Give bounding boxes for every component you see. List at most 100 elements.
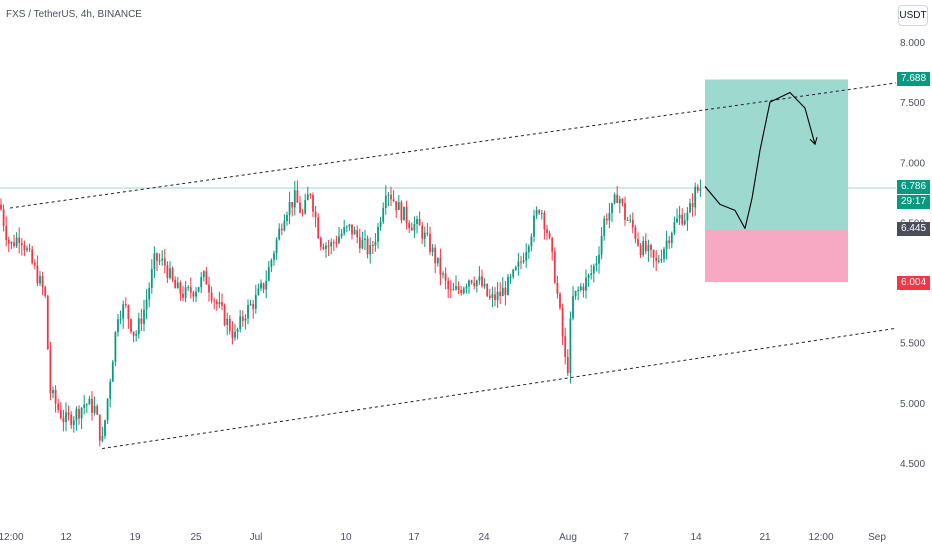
- candle-body: [153, 253, 156, 270]
- candle-body: [270, 260, 273, 267]
- candle-body: [647, 244, 650, 252]
- candle: [345, 225, 348, 233]
- candle-body: [691, 203, 694, 208]
- candle-body: [447, 280, 450, 290]
- y-tick-label: 8.000: [900, 38, 925, 49]
- candle-body: [452, 289, 455, 291]
- candle-body: [694, 186, 697, 208]
- candle: [535, 206, 538, 219]
- candle: [202, 270, 205, 282]
- candle-body: [140, 318, 143, 324]
- candle: [208, 276, 210, 302]
- candle-body: [132, 331, 135, 336]
- candle: [153, 246, 156, 279]
- candle-body: [293, 190, 296, 208]
- candle-body: [275, 239, 278, 254]
- candle-body: [605, 218, 608, 221]
- candle-body: [634, 227, 637, 240]
- candle-body: [2, 209, 5, 227]
- candle-body: [642, 241, 645, 255]
- candle: [400, 200, 403, 224]
- candle-body: [566, 357, 569, 374]
- candle: [699, 179, 702, 198]
- candle: [678, 205, 681, 226]
- candle: [85, 403, 88, 414]
- candle-body: [455, 286, 457, 290]
- candle-body: [501, 287, 504, 297]
- candle-body: [426, 232, 429, 234]
- candle-body: [85, 404, 88, 406]
- candle-body: [631, 219, 634, 228]
- candle-body: [686, 212, 689, 221]
- candle-body: [678, 214, 681, 219]
- x-tick-label: 12:00: [0, 532, 24, 543]
- candle: [525, 243, 528, 268]
- candle-body: [590, 273, 593, 276]
- candle: [241, 310, 244, 327]
- candle-body: [135, 334, 138, 336]
- candle: [44, 285, 47, 299]
- candle: [434, 244, 437, 274]
- candle: [223, 303, 226, 327]
- candle: [540, 209, 543, 220]
- candle-body: [377, 226, 379, 242]
- y-tick-label: 7.500: [900, 98, 925, 109]
- candle-body: [535, 210, 538, 216]
- candle-body: [494, 294, 496, 301]
- candle-body: [351, 224, 353, 235]
- candle-body: [429, 233, 431, 252]
- candle: [514, 265, 517, 272]
- candle-body: [431, 247, 434, 252]
- candle: [631, 212, 634, 234]
- candle-body: [65, 412, 67, 423]
- candle: [96, 404, 99, 416]
- candle-body: [195, 291, 197, 297]
- candle-body: [332, 242, 335, 244]
- candle: [10, 241, 13, 250]
- candle: [135, 330, 138, 342]
- candle: [364, 229, 366, 251]
- candle-body: [624, 203, 626, 220]
- candle: [579, 283, 582, 292]
- candle-body: [374, 241, 377, 246]
- candle-body: [585, 277, 587, 291]
- candle: [54, 385, 57, 413]
- candle-body: [252, 304, 255, 309]
- candle: [397, 195, 400, 211]
- candle: [496, 281, 499, 308]
- candle: [431, 244, 434, 257]
- candle-body: [444, 273, 447, 281]
- candle-body: [611, 203, 613, 214]
- candle: [473, 276, 476, 290]
- candle: [436, 257, 439, 267]
- candle-body: [130, 319, 132, 332]
- loss-zone: [705, 229, 848, 283]
- candle: [273, 250, 275, 266]
- x-tick-label: 25: [190, 532, 202, 543]
- candle-body: [166, 265, 169, 278]
- candle-body: [257, 288, 260, 295]
- candle: [343, 219, 346, 236]
- x-tick-label: 7: [623, 532, 629, 543]
- candle: [676, 208, 678, 224]
- candle: [582, 283, 585, 298]
- candle: [408, 220, 411, 234]
- candle: [5, 216, 8, 247]
- candle-body: [241, 316, 244, 321]
- candle: [356, 225, 359, 244]
- candle: [590, 264, 593, 280]
- candle: [668, 235, 671, 249]
- candle: [296, 180, 299, 203]
- candle-body: [312, 195, 314, 212]
- candle-body: [457, 286, 460, 290]
- candle-body: [23, 245, 26, 251]
- candle: [314, 206, 317, 228]
- candle-body: [530, 236, 533, 247]
- candle: [98, 414, 101, 447]
- candle-body: [358, 237, 361, 249]
- candle: [681, 208, 684, 226]
- currency-button[interactable]: USDT: [898, 5, 928, 26]
- candle: [137, 312, 140, 339]
- candle-body: [512, 269, 515, 277]
